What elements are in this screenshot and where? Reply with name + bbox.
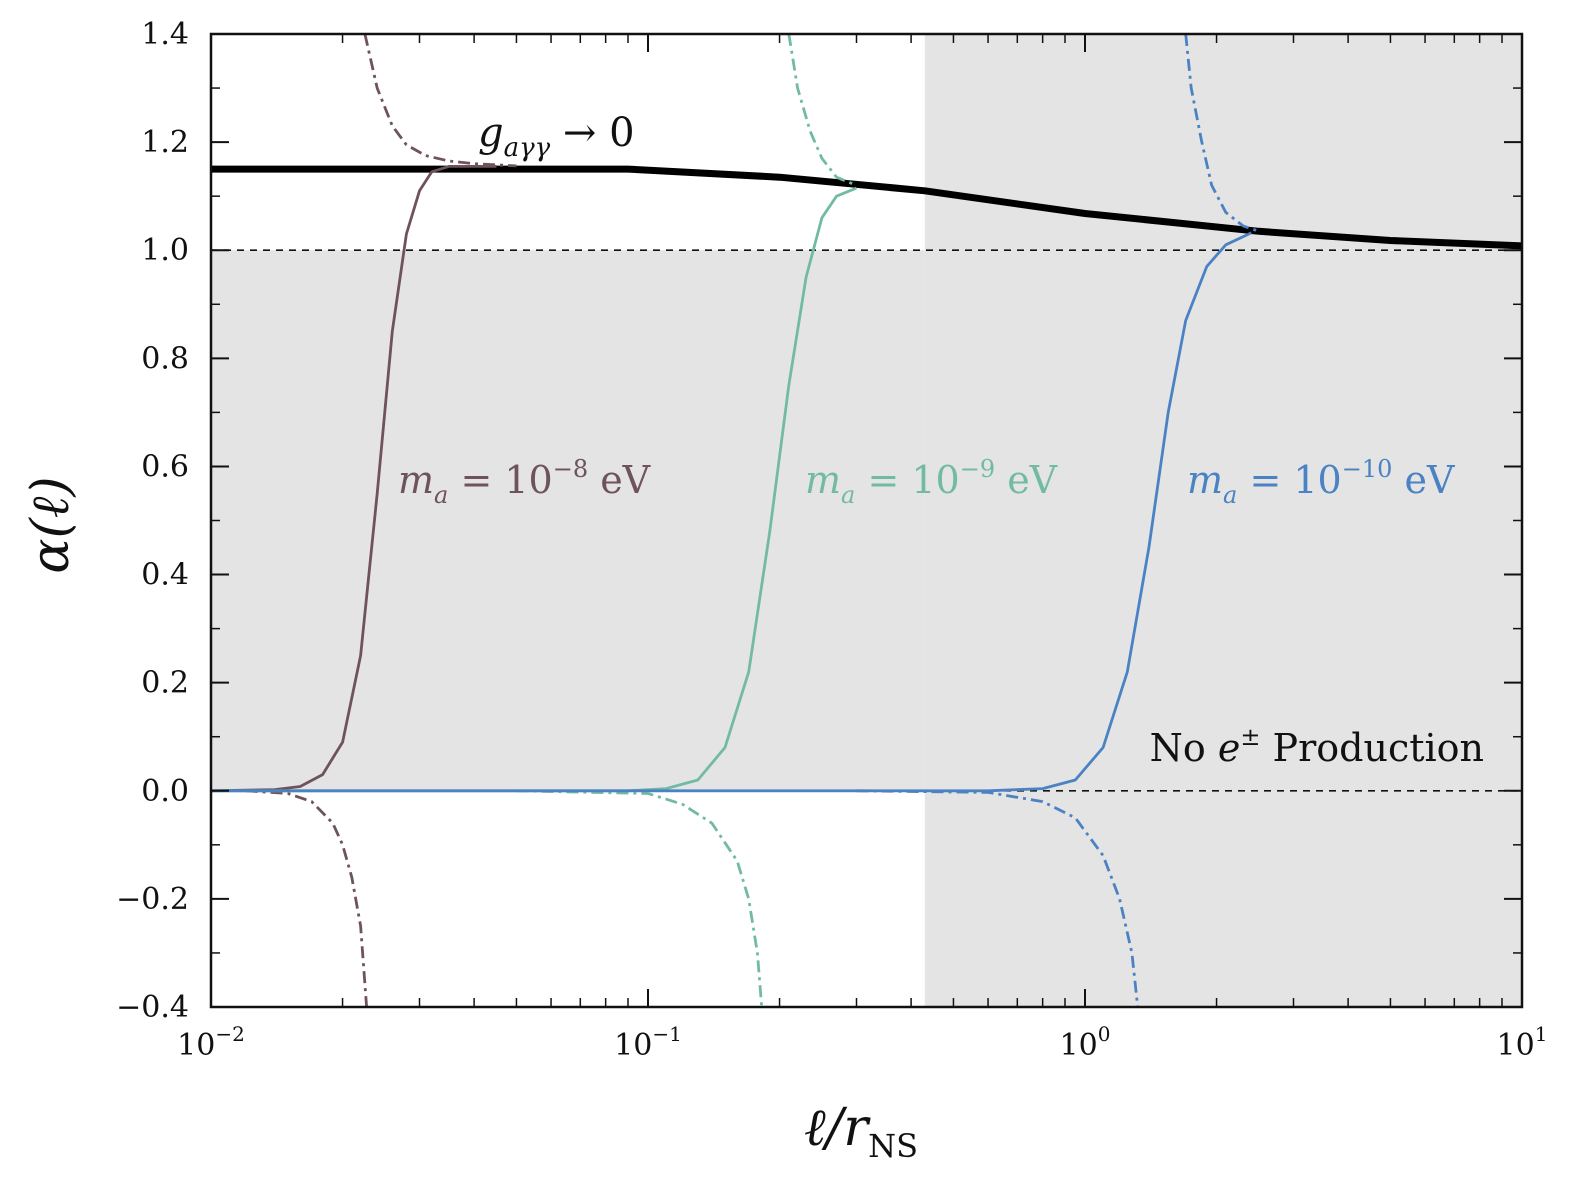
- no-production-label: No e± Production: [1150, 723, 1484, 770]
- plot-frame: [209, 32, 1524, 1009]
- series-m10-dashdot-upper: [1184, 33, 1260, 233]
- y-tick-label: −0.2: [116, 882, 189, 917]
- x-tick-label: 10−2: [177, 1022, 245, 1063]
- series-label-m8-unit: eV: [588, 458, 651, 502]
- y-tick-label: 1.0: [141, 233, 189, 268]
- x-axis-label: ℓ/rNS: [804, 1098, 918, 1165]
- series-m9-solid: [211, 186, 858, 793]
- y-tick-label: 1.4: [141, 17, 189, 52]
- y-tick-label: 0.0: [141, 774, 189, 809]
- shaded-regions: [211, 34, 1522, 1007]
- x-tick-label-exponent: −1: [652, 1022, 681, 1046]
- series-label-m8: ma = 10−8 eV: [398, 455, 651, 509]
- y-tick-label: −0.4: [116, 990, 189, 1025]
- x-tick-label-exponent: 1: [1535, 1022, 1548, 1046]
- series-label-m9-unit: eV: [995, 458, 1058, 502]
- no-production-prefix: No: [1150, 726, 1218, 770]
- coupling-symbol: g: [478, 110, 504, 156]
- series-label-m10-unit: eV: [1392, 458, 1455, 502]
- series-label-m8-mid: = 10: [448, 458, 552, 502]
- coupling-limit: → 0: [550, 110, 634, 156]
- series-label-m8-sub: a: [434, 481, 448, 509]
- no-production-symbol: e: [1218, 726, 1241, 770]
- y-axis-label: α(ℓ): [21, 476, 81, 573]
- series-m10-solid: [211, 231, 1252, 793]
- series-label-m10-m: m: [1187, 458, 1223, 502]
- shaded-region-1: [924, 34, 1522, 1007]
- series-label-m9-sup: −9: [960, 455, 995, 483]
- x-tick-label-base: 10: [1060, 1028, 1098, 1063]
- x-tick-label: 101: [1497, 1022, 1548, 1063]
- series-label-m8-sup: −8: [553, 455, 588, 483]
- series-label-m10-sub: a: [1223, 481, 1237, 509]
- x-axis-label-main: ℓ/r: [804, 1098, 871, 1158]
- series-m8-dashdot-lower: [245, 789, 368, 1008]
- series-m8-solid: [210, 165, 497, 793]
- y-tick-label: 0.6: [141, 449, 189, 484]
- x-tick-label: 10−1: [614, 1022, 682, 1063]
- x-tick-label: 100: [1060, 1022, 1111, 1063]
- shaded-region-0: [211, 250, 925, 791]
- x-tick-label-exponent: −2: [215, 1022, 244, 1046]
- series-label-m10-sup: −10: [1342, 455, 1393, 483]
- series-label-m10: ma = 10−10 eV: [1187, 455, 1455, 509]
- series-m8-dashdot-upper: [363, 33, 517, 168]
- x-tick-label-base: 10: [177, 1028, 215, 1063]
- series-lines: [210, 33, 1523, 1008]
- series-label-m10-mid: = 10: [1237, 458, 1341, 502]
- x-tick-label-base: 10: [1497, 1028, 1535, 1063]
- series-label-m8-m: m: [398, 458, 434, 502]
- y-tick-label: 0.2: [141, 666, 189, 701]
- ticks: −0.4−0.20.00.20.40.60.81.01.21.410−2 10−1…: [116, 17, 1547, 1063]
- y-tick-label: 1.2: [141, 125, 189, 160]
- x-tick-label-base: 10: [614, 1028, 652, 1063]
- x-axis-label-sub: NS: [868, 1127, 918, 1165]
- coupling-subscript: aγγ: [504, 133, 551, 163]
- series-label-m9-m: m: [805, 458, 841, 502]
- y-tick-label: 0.4: [141, 558, 189, 593]
- series-g0-line: [211, 165, 1523, 250]
- series-label-m9: ma = 10−9 eV: [805, 455, 1058, 509]
- no-production-suffix: Production: [1260, 726, 1484, 770]
- coupling-zero-label: gaγγ → 0: [478, 110, 635, 163]
- series-label-m9-sub: a: [841, 481, 855, 509]
- y-tick-label: 0.8: [141, 341, 189, 376]
- no-production-superscript: ±: [1240, 723, 1260, 751]
- series-label-m9-mid: = 10: [855, 458, 959, 502]
- series-m9-dashdot-lower: [516, 789, 764, 1008]
- x-tick-label-exponent: 0: [1098, 1022, 1111, 1046]
- series-m9-dashdot-upper: [787, 33, 858, 187]
